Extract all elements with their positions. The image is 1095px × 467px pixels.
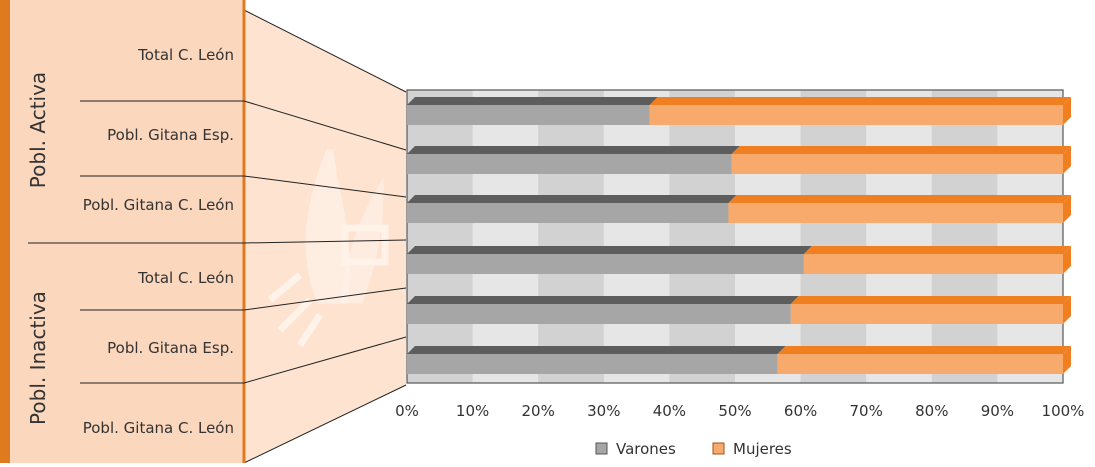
x-tick-label: 0%: [395, 402, 419, 420]
bar-varones-top: [407, 346, 786, 354]
bar-mujeres: [803, 254, 1063, 274]
bar-mujeres-top: [649, 97, 1071, 105]
x-tick-label: 80%: [915, 402, 948, 420]
bar-mujeres: [731, 154, 1063, 174]
category-label: Pobl. Gitana Esp.: [107, 126, 234, 144]
bar-mujeres-side: [1063, 346, 1071, 374]
panel-connector: [244, 10, 406, 463]
x-axis: 0% 10% 20% 30% 40% 50% 60% 70% 80% 90% 100%: [395, 402, 1084, 420]
legend: Varones Mujeres: [595, 440, 792, 458]
bar-varones-top: [407, 296, 799, 304]
leader-line: [243, 175, 407, 198]
grid-band: [931, 90, 998, 383]
bar-mujeres: [728, 203, 1063, 223]
connector-bottom-edge: [243, 384, 407, 464]
bar-varones: [407, 203, 729, 223]
panel-labels: Total C. León Pobl. Gitana Esp. Pobl. Gita…: [26, 46, 407, 437]
x-tick-label: 70%: [850, 402, 883, 420]
leader-line: [243, 287, 407, 311]
bar-mujeres-top: [790, 296, 1071, 304]
legend-label: Mujeres: [733, 440, 792, 458]
leader-line: [243, 239, 407, 244]
bar-mujeres-side: [1063, 146, 1071, 174]
bar-mujeres-top: [728, 195, 1071, 203]
legend-label: Varones: [616, 440, 676, 458]
panel-accent-bar: [0, 0, 10, 463]
leader-line: [243, 100, 407, 151]
grid-band: [538, 90, 604, 383]
grid-band: [669, 90, 735, 383]
category-label: Pobl. Gitana Esp.: [107, 339, 234, 357]
bar-mujeres-top: [803, 246, 1071, 254]
bar-mujeres-side: [1063, 296, 1071, 324]
bar-varones-top: [407, 146, 740, 154]
category-label: Total C. León: [137, 46, 234, 64]
bar-varones-top: [407, 97, 658, 105]
bar-varones-top: [407, 246, 812, 254]
x-tick-label: 60%: [784, 402, 817, 420]
bar-mujeres-side: [1063, 195, 1071, 223]
bar-varones: [407, 254, 804, 274]
leader-line: [243, 336, 407, 384]
bar-varones-top: [407, 195, 737, 203]
legend-swatch: [712, 442, 725, 455]
bar-varones: [407, 304, 791, 324]
bar-mujeres: [790, 304, 1063, 324]
x-tick-label: 30%: [587, 402, 620, 420]
category-panel: [0, 0, 244, 463]
bar-mujeres-top: [731, 146, 1071, 154]
x-tick-label: 20%: [522, 402, 555, 420]
x-tick-label: 50%: [718, 402, 751, 420]
legend-swatch: [595, 442, 608, 455]
x-tick-label: 10%: [456, 402, 489, 420]
bar-varones: [407, 354, 778, 374]
x-tick-label: 40%: [653, 402, 686, 420]
category-label: Pobl. Gitana C. León: [83, 196, 234, 214]
bar-mujeres-side: [1063, 97, 1071, 125]
watermark-logo: [267, 148, 389, 347]
bar-mujeres: [777, 354, 1063, 374]
plot-area: [406, 89, 1064, 384]
x-tick-label: 90%: [981, 402, 1014, 420]
bars: [407, 97, 1071, 374]
group-label-activa: Pobl. Activa: [26, 72, 50, 188]
x-tick-label: 100%: [1042, 402, 1085, 420]
connector-top-edge: [243, 9, 407, 93]
bar-mujeres-top: [777, 346, 1071, 354]
bar-mujeres-side: [1063, 246, 1071, 274]
plot-border: [406, 89, 1064, 384]
category-label: Total C. León: [137, 269, 234, 287]
bar-mujeres: [649, 105, 1063, 125]
bar-varones: [407, 105, 650, 125]
grid-band: [800, 90, 867, 383]
group-label-inactiva: Pobl. Inactiva: [26, 291, 50, 425]
bar-varones: [407, 154, 732, 174]
grid-band: [407, 90, 473, 383]
category-label: Pobl. Gitana C. León: [83, 419, 234, 437]
